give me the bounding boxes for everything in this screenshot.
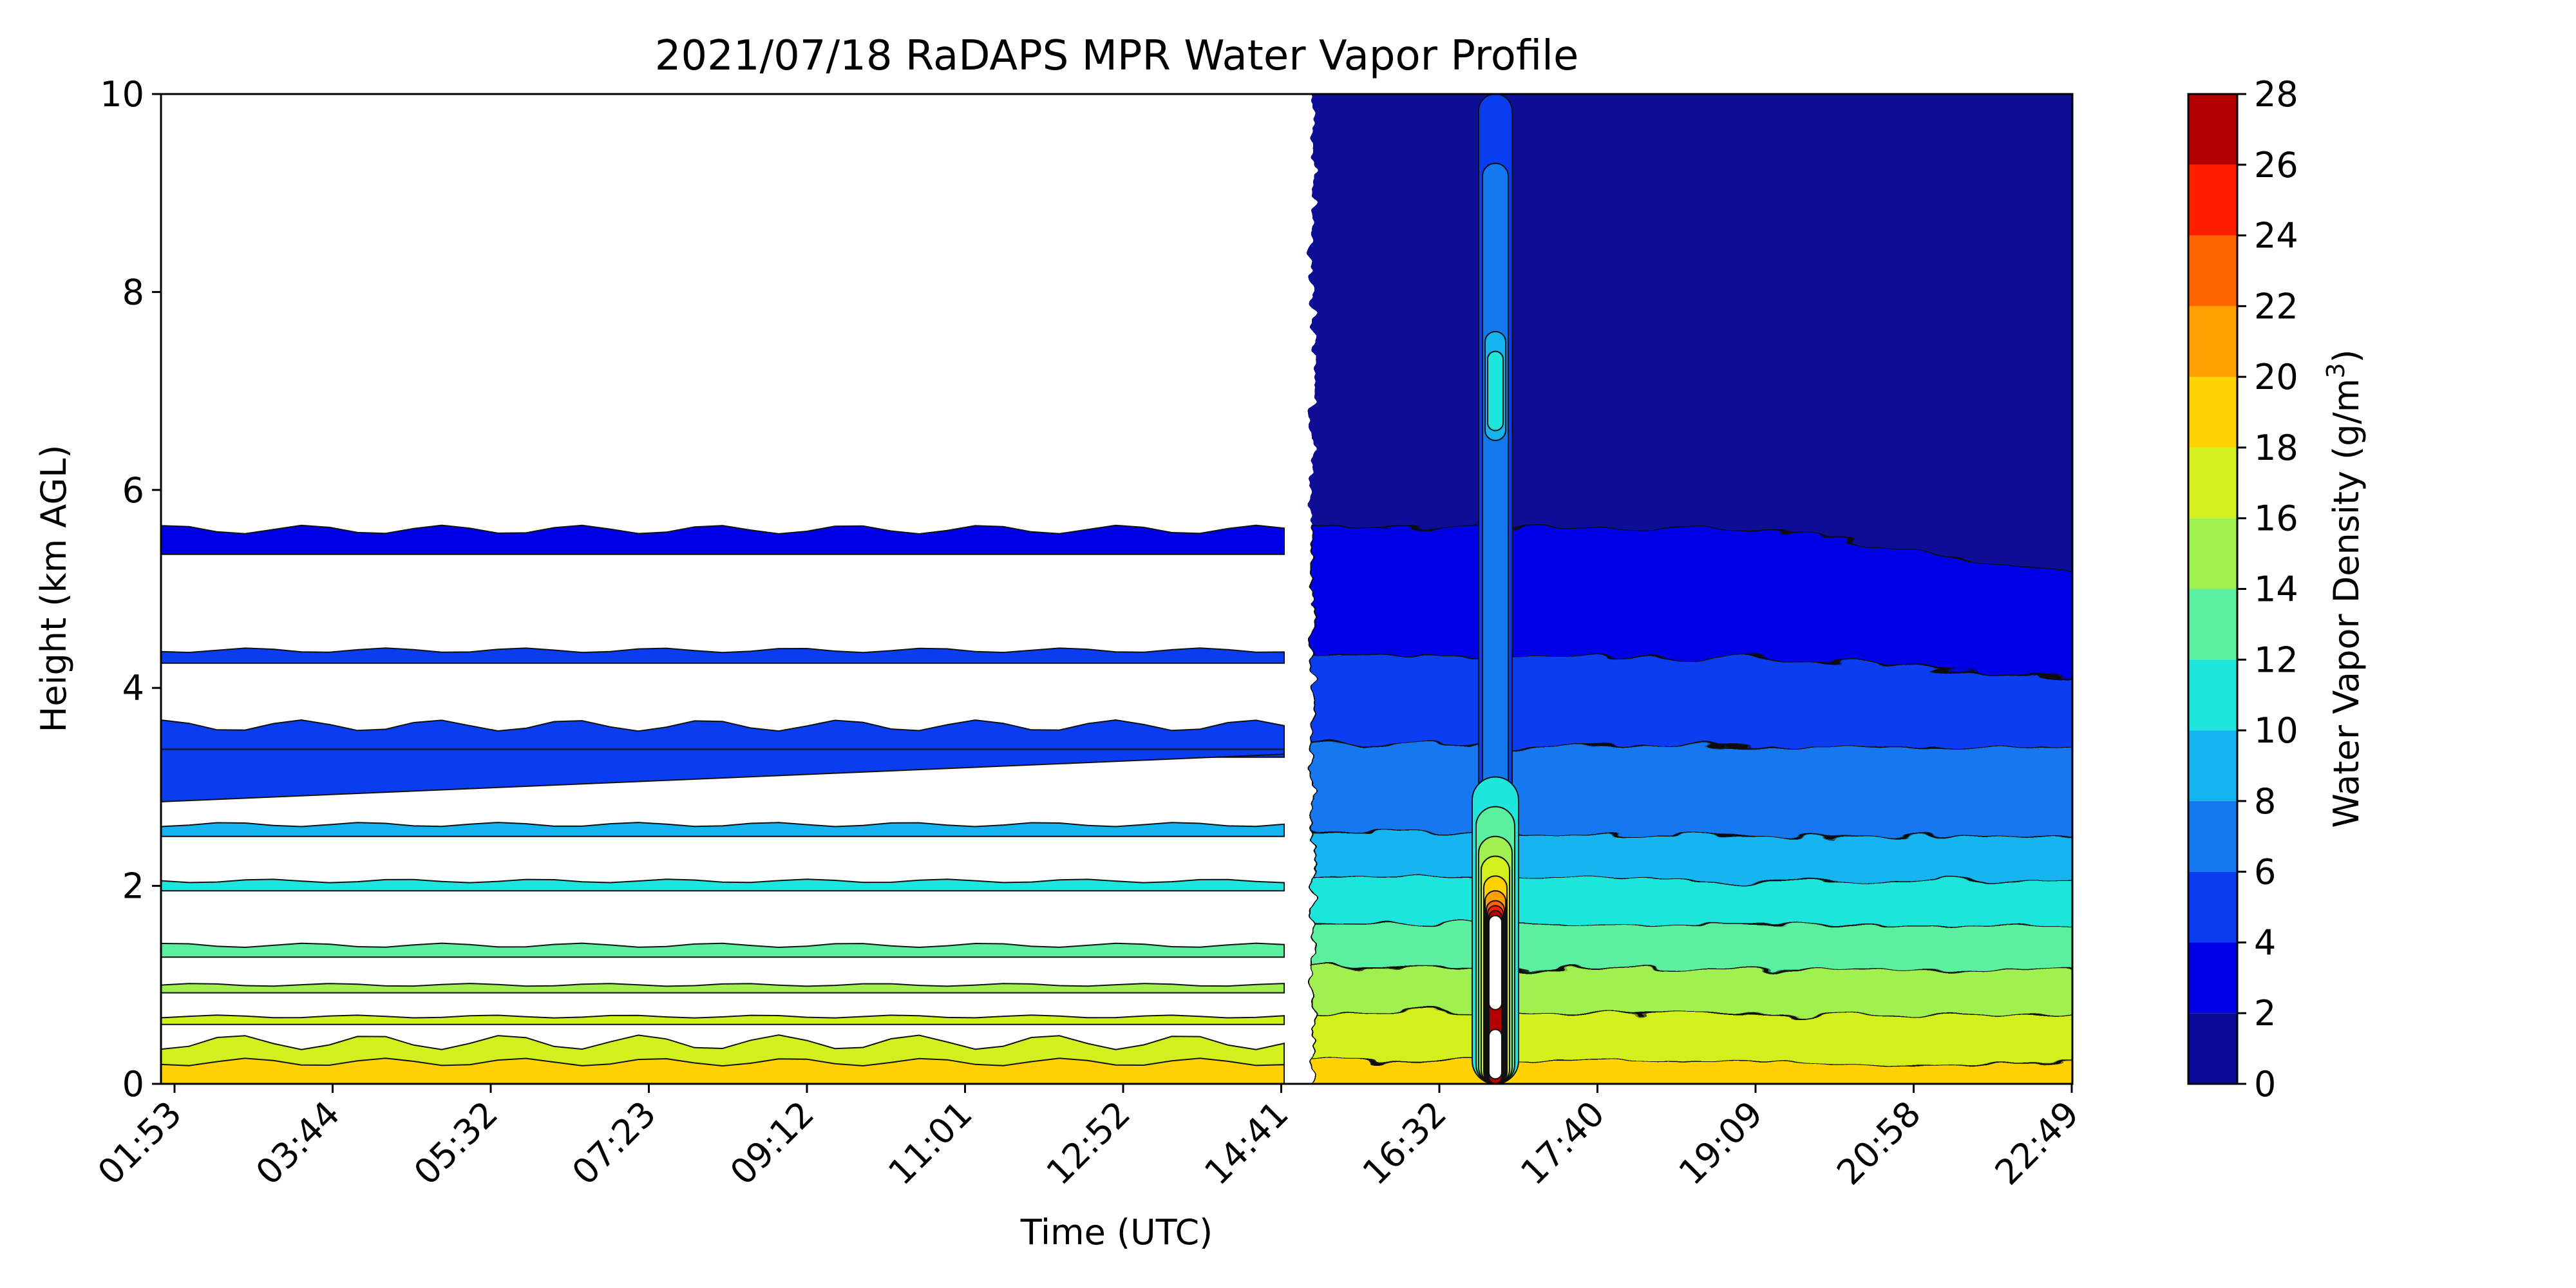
- x-tick-label: 07:23: [564, 1094, 664, 1193]
- x-tick-label: 12:52: [1039, 1094, 1139, 1193]
- left-band: [161, 748, 1285, 802]
- colorbar-tick-label: 24: [2254, 216, 2298, 256]
- left-band: [161, 1014, 1285, 1025]
- x-tick-label: 03:44: [248, 1094, 348, 1193]
- left-band: [161, 524, 1285, 555]
- x-tick-label: 19:09: [1671, 1094, 1771, 1193]
- y-tick-label: 6: [122, 470, 144, 511]
- colorbar-title-main: Water Vapor Density (g/m: [2326, 379, 2367, 828]
- right-contour-bands: [1312, 94, 2072, 1084]
- colorbar-tick-label: 10: [2254, 710, 2298, 751]
- x-axis: 01:53 03:44 05:32 07:23 09:12 11:01 12:52 14:41…: [90, 1084, 2087, 1193]
- colorbar-segment: [2188, 164, 2237, 236]
- colorbar-segment: [2188, 730, 2237, 801]
- colorbar-tick-label: 0: [2254, 1064, 2276, 1104]
- x-tick-label: 14:41: [1197, 1094, 1296, 1193]
- plume-layer: [1487, 350, 1504, 431]
- left-band: [161, 983, 1285, 994]
- colorbar-title-end: ): [2326, 349, 2367, 363]
- y-tick-label: 2: [122, 866, 144, 907]
- colorbar-segment: [2188, 589, 2237, 660]
- colorbar-segment: [2188, 871, 2237, 943]
- left-contour-bands: [161, 524, 1285, 1084]
- colorbar-segment: [2188, 377, 2237, 448]
- colorbar-segment: [2188, 447, 2237, 518]
- colorbar-segment: [2188, 306, 2237, 377]
- chart-title: 2021/07/18 RaDAPS MPR Water Vapor Profil…: [655, 32, 1579, 80]
- colorbar-tick-label: 8: [2254, 781, 2276, 822]
- y-tick-label: 0: [122, 1064, 144, 1104]
- plume-core-lower: [1488, 1028, 1502, 1080]
- plot-area: [161, 94, 2072, 1084]
- colorbar-tick-label: 28: [2254, 74, 2298, 115]
- x-axis-title: Time (UTC): [1020, 1212, 1213, 1253]
- left-band: [161, 1057, 1285, 1084]
- colorbar-tick-label: 16: [2254, 498, 2298, 539]
- colorbar-tick-label: 2: [2254, 993, 2276, 1034]
- y-tick-label: 10: [100, 74, 144, 115]
- colorbar-segment: [2188, 1013, 2237, 1084]
- colorbar-tick-label: 20: [2254, 357, 2298, 397]
- y-tick-label: 8: [122, 272, 144, 312]
- colorbar-tick-label: 14: [2254, 569, 2298, 610]
- colorbar-title-superscript: 3: [2322, 363, 2350, 378]
- colorbar-segment: [2188, 235, 2237, 307]
- y-axis: 0 2 4 6 8 10: [100, 74, 161, 1104]
- left-band: [161, 878, 1285, 892]
- x-tick-label: 22:49: [1987, 1094, 2087, 1193]
- colorbar-segment: [2188, 942, 2237, 1014]
- colorbar-segment: [2188, 94, 2237, 165]
- x-tick-label: 01:53: [90, 1094, 190, 1193]
- plume-core: [1488, 914, 1502, 1010]
- colorbar-tick-label: 4: [2254, 922, 2276, 963]
- colorbar-tick-label: 22: [2254, 286, 2298, 327]
- colorbar-segment: [2188, 518, 2237, 589]
- colorbar-segment: [2188, 800, 2237, 872]
- y-axis-title: Height (km AGL): [33, 445, 74, 733]
- plot-frame: [160, 93, 2074, 1085]
- x-tick-label: 17:40: [1513, 1094, 1613, 1193]
- colorbar-tick-label: 12: [2254, 639, 2298, 680]
- y-tick-label: 4: [122, 668, 144, 708]
- colorbar-tick-label: 18: [2254, 428, 2298, 468]
- left-band: [161, 942, 1285, 958]
- colorbar-tick-label: 26: [2254, 145, 2298, 185]
- x-tick-label: 05:32: [406, 1094, 506, 1193]
- colorbar-title: Water Vapor Density (g/m3): [2322, 349, 2367, 828]
- left-band: [161, 647, 1285, 664]
- left-band: [161, 822, 1285, 837]
- x-tick-label: 11:01: [880, 1094, 980, 1193]
- colorbar-segment: [2188, 659, 2237, 731]
- x-tick-label: 09:12: [723, 1094, 822, 1193]
- left-band: [161, 719, 1285, 758]
- colorbar-tick-label: 6: [2254, 852, 2276, 893]
- x-tick-label: 20:58: [1829, 1094, 1929, 1193]
- moisture-plume: [1472, 94, 1519, 1084]
- contour-band: [1312, 1010, 2072, 1084]
- x-tick-label: 16:32: [1355, 1094, 1455, 1193]
